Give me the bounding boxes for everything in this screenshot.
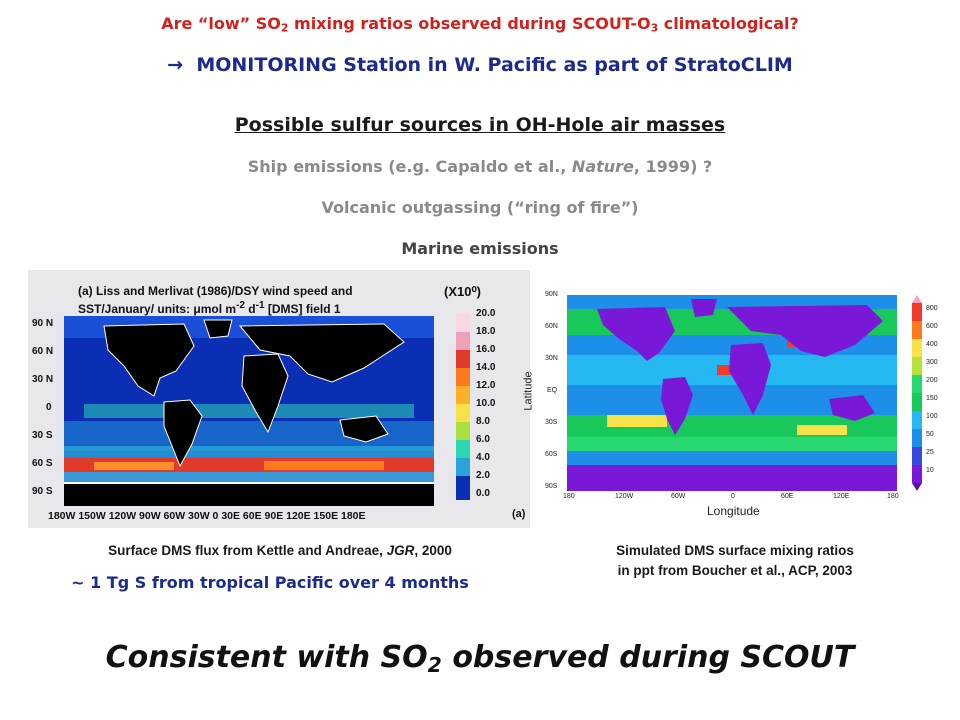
australia [829, 395, 875, 421]
panel-tag: (a) [512, 508, 526, 520]
colorbar-tick: 0.0 [476, 488, 490, 499]
colorbar-tick: 2.0 [476, 470, 490, 481]
colorbar-tick: 300 [926, 359, 938, 366]
africa [241, 353, 289, 434]
ship-emissions-line: Ship emissions (e.g. Capaldo et al., Nat… [247, 157, 713, 176]
colorbar-tick: 14.0 [476, 362, 496, 373]
lat-tick: 60 S [32, 458, 53, 469]
lat-tick: 30S [545, 419, 558, 426]
volcanic-line: Volcanic outgassing (“ring of fire”) [321, 198, 639, 217]
australia [339, 415, 389, 443]
lat-tick: 60S [545, 451, 558, 458]
greenland [203, 319, 233, 339]
dms-mixing-ratio-figure: 90N 60N 30N EQ 30S 60S 90S 180 120W 60W … [523, 285, 938, 518]
colorbar-tick: 400 [926, 341, 938, 348]
colorbar-tick: 12.0 [476, 380, 496, 391]
colorbar-tick: 4.0 [476, 452, 490, 463]
lon-tick: 120E [833, 493, 850, 500]
colorbar-tick: 25 [926, 449, 934, 456]
lat-tick: 90S [545, 483, 558, 490]
monitoring-line: → MONITORING Station in W. Pacific as pa… [167, 54, 793, 76]
colorbar-tick: 18.0 [476, 326, 496, 337]
lat-tick: 60N [545, 323, 558, 330]
sources-heading: Possible sulfur sources in OH-Hole air m… [234, 114, 726, 136]
colorbar-tick: 10 [926, 467, 934, 474]
left-caption: Surface DMS flux from Kettle and Andreae… [108, 543, 452, 558]
north-america [103, 323, 195, 397]
greenland [691, 299, 717, 317]
arrow-icon: → [167, 54, 184, 76]
lat-tick: 90 N [32, 318, 54, 329]
lon-ticks: 180W 150W 120W 90W 60W 30W 0 30E 60E 90E… [48, 510, 366, 522]
colorbar-tick: 100 [926, 413, 938, 420]
lat-tick: 0 [46, 402, 52, 413]
dms-flux-map-figure: (a) Liss and Merlivat (1986)/DSY wind sp… [28, 270, 530, 528]
north-america [597, 307, 675, 361]
colorbar-tick: 16.0 [476, 344, 496, 355]
lat-tick: 90N [545, 291, 558, 298]
lon-tick: 180 [887, 493, 899, 500]
figure-title-line1: (a) Liss and Merlivat (1986)/DSY wind sp… [78, 284, 353, 298]
right-caption-line2: in ppt from Boucher et al., ACP, 2003 [617, 563, 853, 578]
colorbar-tick: 600 [926, 323, 938, 330]
dms-flux-map [64, 316, 434, 506]
question-line: Are “low” SO2 mixing ratios observed dur… [161, 14, 799, 35]
eurasia [727, 305, 883, 357]
right-caption-line1: Simulated DMS surface mixing ratios [616, 543, 854, 558]
colorbar-tick: 150 [926, 395, 938, 402]
colorbar-tick: 6.0 [476, 434, 490, 445]
lat-tick: EQ [547, 387, 558, 394]
dms-mixing-ratio-map [567, 295, 897, 491]
lon-tick: 60E [781, 493, 794, 500]
lat-tick: 30 N [32, 374, 54, 385]
colorbar-tick: 200 [926, 377, 938, 384]
colorbar-tick: 50 [926, 431, 934, 438]
dms-mixing-ratio-colorbar [912, 295, 922, 491]
colorbar-tick: 8.0 [476, 416, 490, 427]
x-axis-label: Longitude [707, 504, 760, 518]
lat-tick: 30 S [32, 430, 53, 441]
colorbar-tick: 10.0 [476, 398, 496, 409]
lat-tick: 90 S [32, 486, 53, 497]
south-america [163, 399, 203, 468]
lon-tick: 180 [563, 493, 575, 500]
eurasia [238, 323, 405, 383]
scale-label: (X10⁰) [444, 284, 482, 299]
figure-title-line2: SST/January/ units: μmol m-2 d-1 [DMS] f… [78, 300, 341, 316]
lon-tick: 60W [671, 493, 686, 500]
lon-tick: 120W [615, 493, 634, 500]
y-axis-label: Latitude [522, 371, 535, 411]
africa [729, 343, 771, 415]
colorbar-tick: 20.0 [476, 308, 496, 319]
colorbar-tick: 800 [926, 305, 938, 312]
lon-tick: 0 [731, 493, 735, 500]
conclusion: Consistent with SO2 observed during SCOU… [105, 640, 855, 678]
dms-flux-colorbar [456, 314, 470, 500]
lat-tick: 60 N [32, 346, 54, 357]
south-america [661, 377, 693, 435]
tropical-pacific-note: ~ 1 Tg S from tropical Pacific over 4 mo… [71, 573, 469, 592]
marine-line: Marine emissions [401, 239, 559, 258]
lat-tick: 30N [545, 355, 558, 362]
